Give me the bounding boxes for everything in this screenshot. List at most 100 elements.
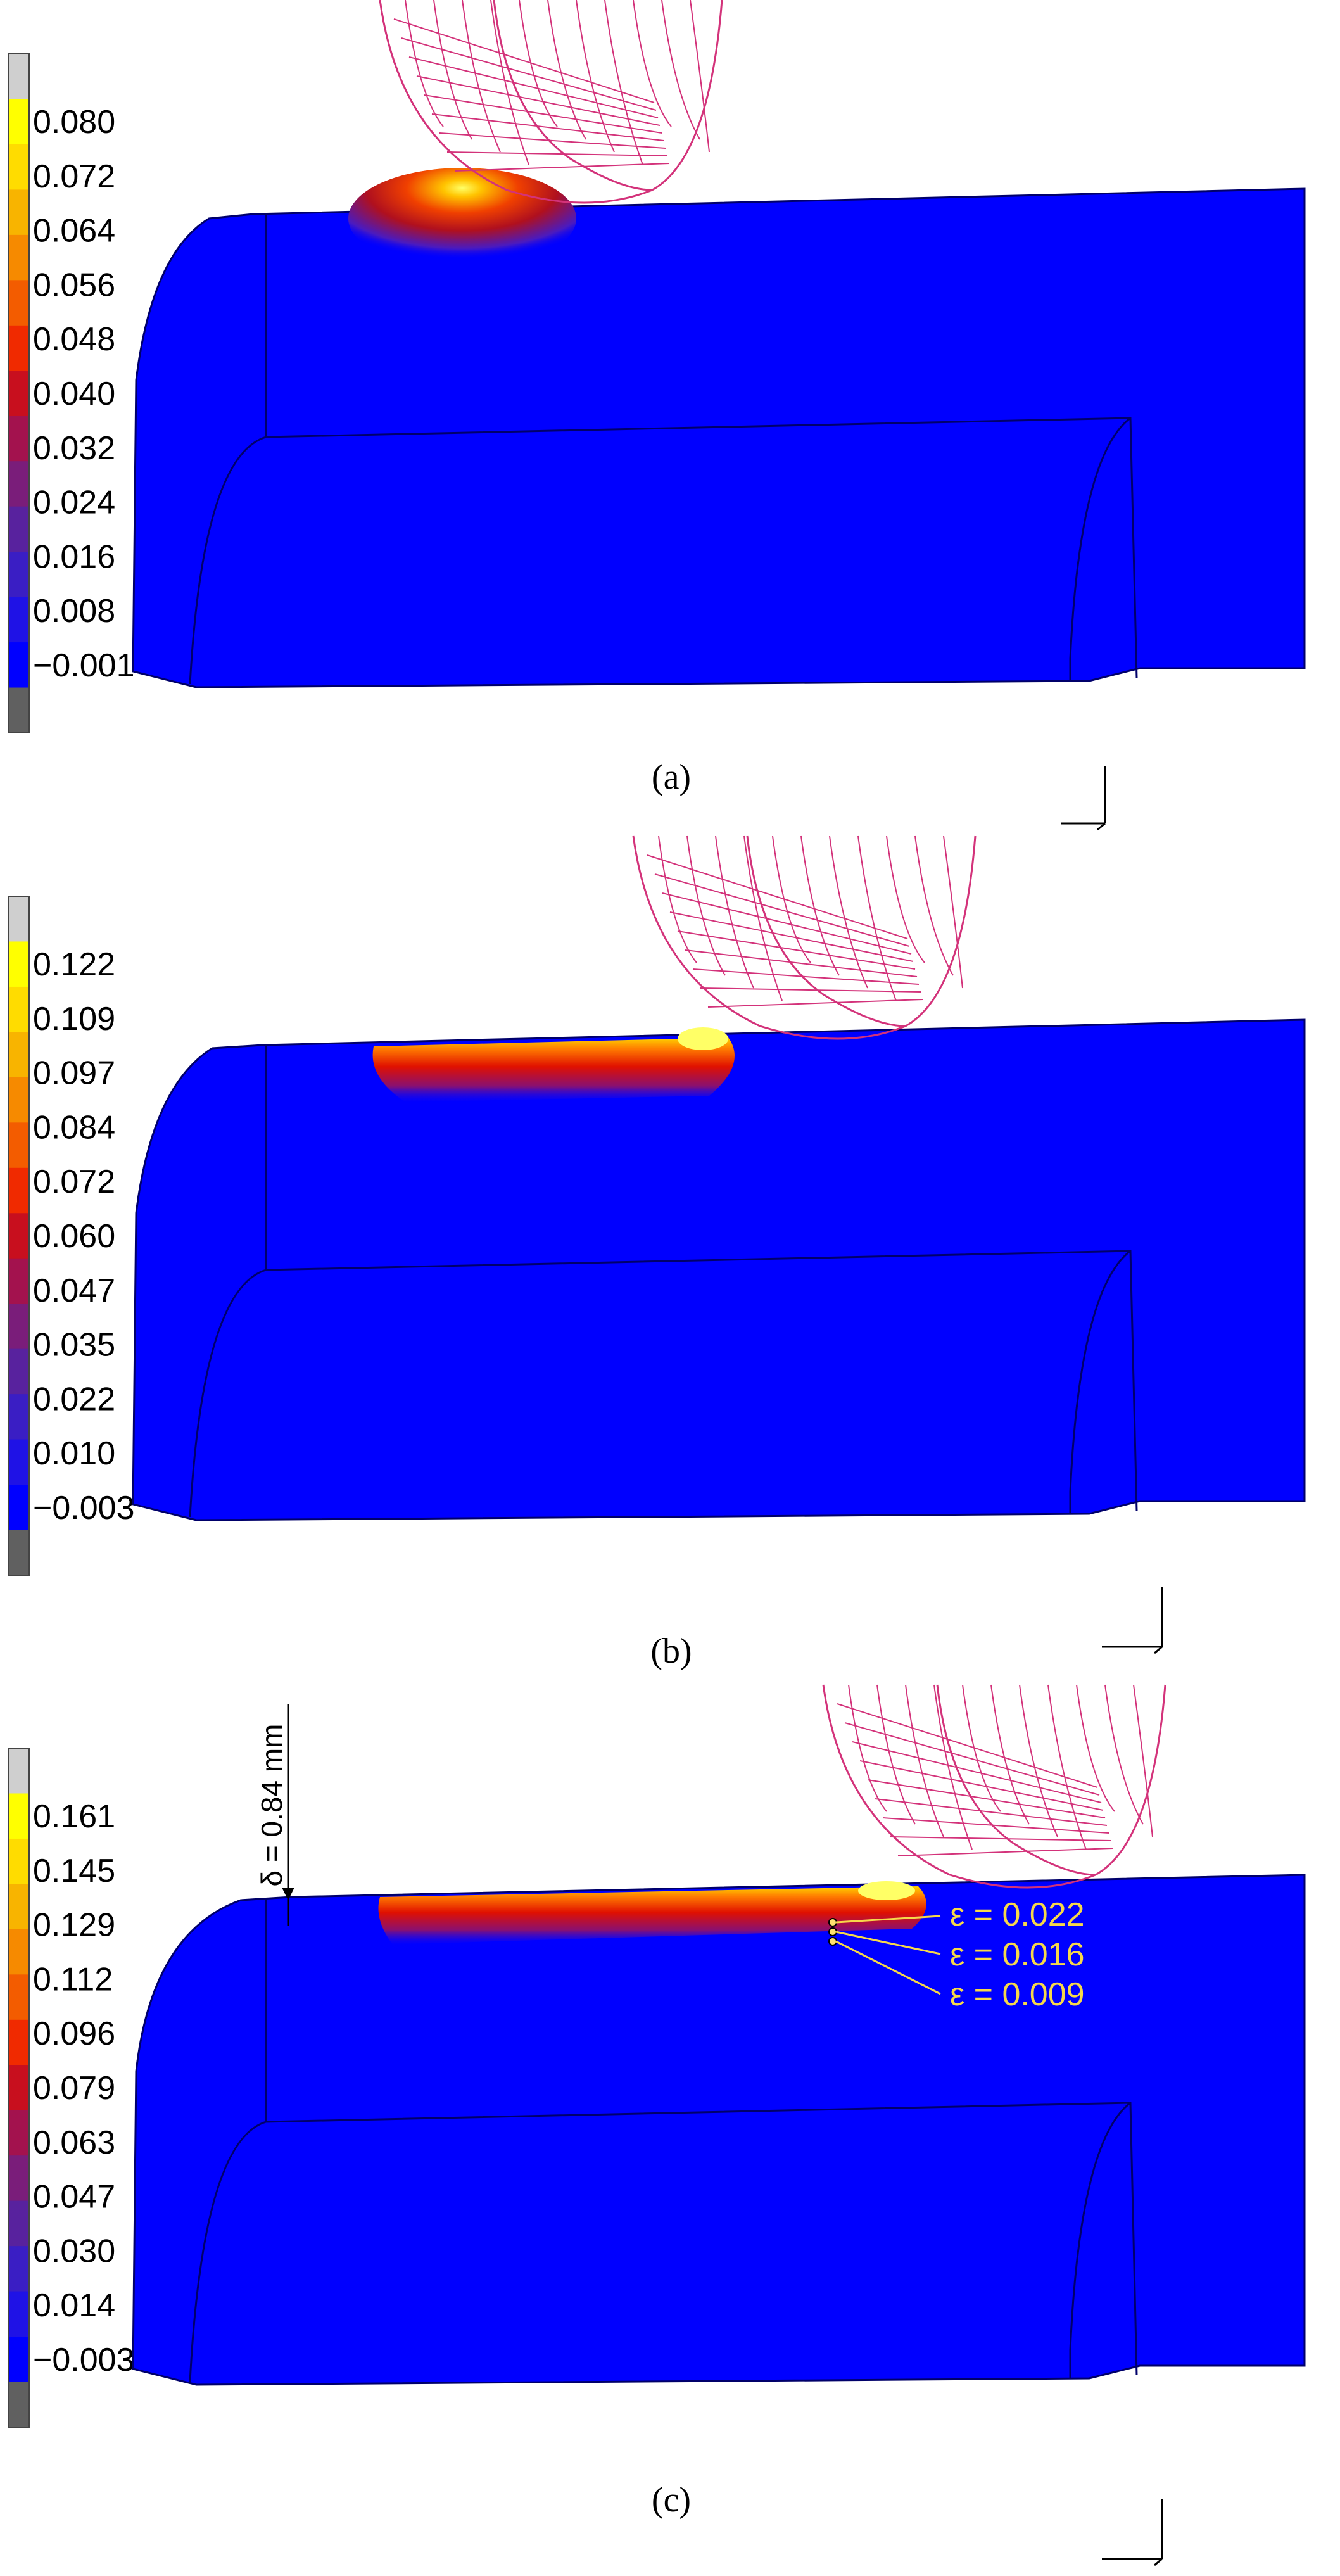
legend-swatch	[9, 189, 29, 236]
legend-swatch	[9, 1884, 29, 1930]
tool-mesh-line	[772, 835, 811, 963]
legend-tick-label: 0.047	[33, 1272, 115, 1309]
tool-mesh-line	[433, 0, 472, 140]
legend-swatch	[9, 597, 29, 643]
inner-edge	[189, 1898, 1138, 2382]
legend-tick-label: 0.032	[33, 430, 115, 467]
tool-mesh-line	[800, 835, 840, 976]
depth-label: δ = 0.84 mm	[255, 1724, 288, 1887]
panel-a: 0.080 0.072 0.064 0.056 0.048 0.040 0.032 0.024…	[8, 0, 1306, 831]
caption-a: (a)	[652, 758, 691, 797]
tool-mesh-line	[690, 0, 710, 153]
tool-mesh-line	[897, 1848, 1113, 1856]
legend-swatch	[9, 2065, 29, 2111]
tool-mesh-line	[416, 75, 661, 126]
legend-swatch	[9, 1032, 29, 1078]
tool-mesh-line	[658, 835, 697, 963]
strain-band	[378, 1886, 926, 1945]
tool-mesh-line	[408, 56, 659, 118]
tool-mesh-line	[990, 1684, 1030, 1825]
tool-mesh-line	[857, 835, 897, 1001]
legend-frame	[8, 1748, 30, 2428]
tool-mesh-line	[405, 0, 444, 127]
legend-swatch	[9, 2337, 29, 2383]
legend-tick-label: 0.008	[33, 593, 115, 630]
caption-c: (c)	[652, 2480, 691, 2520]
legend-swatch	[9, 2382, 29, 2428]
legend-tick-label: 0.079	[33, 2070, 115, 2107]
tool-mesh-line	[401, 37, 657, 111]
tool-mesh-line	[669, 911, 914, 962]
legend-tick-label: 0.096	[33, 2015, 115, 2052]
legend-swatch	[9, 325, 29, 371]
tool-mesh-line	[462, 0, 501, 153]
tool-mesh-line	[1047, 1684, 1087, 1850]
legend-swatch	[9, 2246, 29, 2292]
legend-c: 0.161 0.145 0.129 0.112 0.096 0.079 0.063 0.047…	[8, 1748, 135, 2428]
inner-edge	[189, 1045, 1138, 1518]
legend-swatch	[9, 1929, 29, 1975]
tool-mesh-line	[890, 1836, 1111, 1841]
tool-mesh-line	[829, 835, 868, 989]
workpiece-body	[132, 1874, 1306, 2386]
tool-mesh-line	[547, 0, 586, 140]
tool-mesh-line	[446, 151, 668, 156]
tool-mesh-line	[519, 0, 558, 127]
legend-tick-label: 0.109	[33, 1001, 115, 1037]
tool-mesh-line	[867, 1779, 1106, 1818]
strain-annotation-1: ε = 0.022	[950, 1896, 1085, 1933]
tool-mesh-line	[707, 999, 923, 1008]
panel-c: 0.161 0.145 0.129 0.112 0.096 0.079 0.063 0.047…	[8, 1684, 1306, 2566]
legend-tick-label: 0.060	[33, 1218, 115, 1255]
legend-swatch	[9, 687, 29, 733]
tool-mesh-line	[852, 1741, 1102, 1803]
tool-mesh-line	[875, 1798, 1108, 1826]
tool-mesh-line	[454, 163, 670, 172]
strain-annotation-3: ε = 0.009	[950, 1976, 1085, 2013]
strain-hotspot	[678, 1027, 728, 1050]
legend-tick-label: 0.022	[33, 1381, 115, 1418]
legend-swatch	[9, 896, 29, 942]
legend-tick-label: 0.097	[33, 1055, 115, 1092]
tool-mesh-line	[1104, 1684, 1144, 1825]
legend-swatch	[9, 1167, 29, 1214]
tool-mesh-line	[962, 1684, 1001, 1812]
legend-swatch	[9, 986, 29, 1032]
tool-mesh-line	[661, 0, 700, 140]
legend-swatch	[9, 54, 29, 99]
legend-swatch	[9, 2200, 29, 2247]
legend-swatch	[9, 416, 29, 462]
tool-mesh-line	[876, 1684, 916, 1825]
legend-swatch	[9, 1348, 29, 1395]
legend-tick-label: 0.010	[33, 1435, 115, 1472]
legend-swatch	[9, 1077, 29, 1123]
tool-mesh-line	[1133, 1684, 1153, 1837]
legend-tick-label: 0.072	[33, 1164, 115, 1200]
strain-hotspot	[348, 168, 576, 269]
tool-mesh-line	[393, 18, 655, 103]
legend-swatch	[9, 2155, 29, 2202]
tool-mesh-line	[686, 835, 726, 976]
axis-triad-b	[1102, 1587, 1163, 1654]
strain-annotation-2: ε = 0.016	[950, 1936, 1085, 1973]
axis-triad-a	[1061, 766, 1106, 831]
workpiece-b	[132, 1018, 1306, 1521]
workpiece-a	[132, 168, 1306, 688]
legend-swatch	[9, 1213, 29, 1259]
legend-swatch	[9, 144, 29, 190]
legend-tick-label: 0.024	[33, 485, 115, 521]
tool-mesh-line	[424, 94, 662, 134]
legend-tick-label: 0.063	[33, 2124, 115, 2161]
strain-hotspot	[858, 1881, 915, 1900]
workpiece-body	[132, 187, 1306, 688]
legend-a: 0.080 0.072 0.064 0.056 0.048 0.040 0.032 0.024…	[8, 53, 135, 733]
tool-mesh-line	[914, 835, 954, 976]
legend-swatch	[9, 2019, 29, 2065]
legend-swatch	[9, 642, 29, 688]
tool-mesh-line	[431, 113, 664, 141]
strain-band	[372, 1037, 735, 1102]
legend-tick-label: 0.129	[33, 1907, 115, 1944]
tool-mesh-line	[1076, 1684, 1115, 1812]
legend-tick-label: 0.084	[33, 1109, 115, 1146]
